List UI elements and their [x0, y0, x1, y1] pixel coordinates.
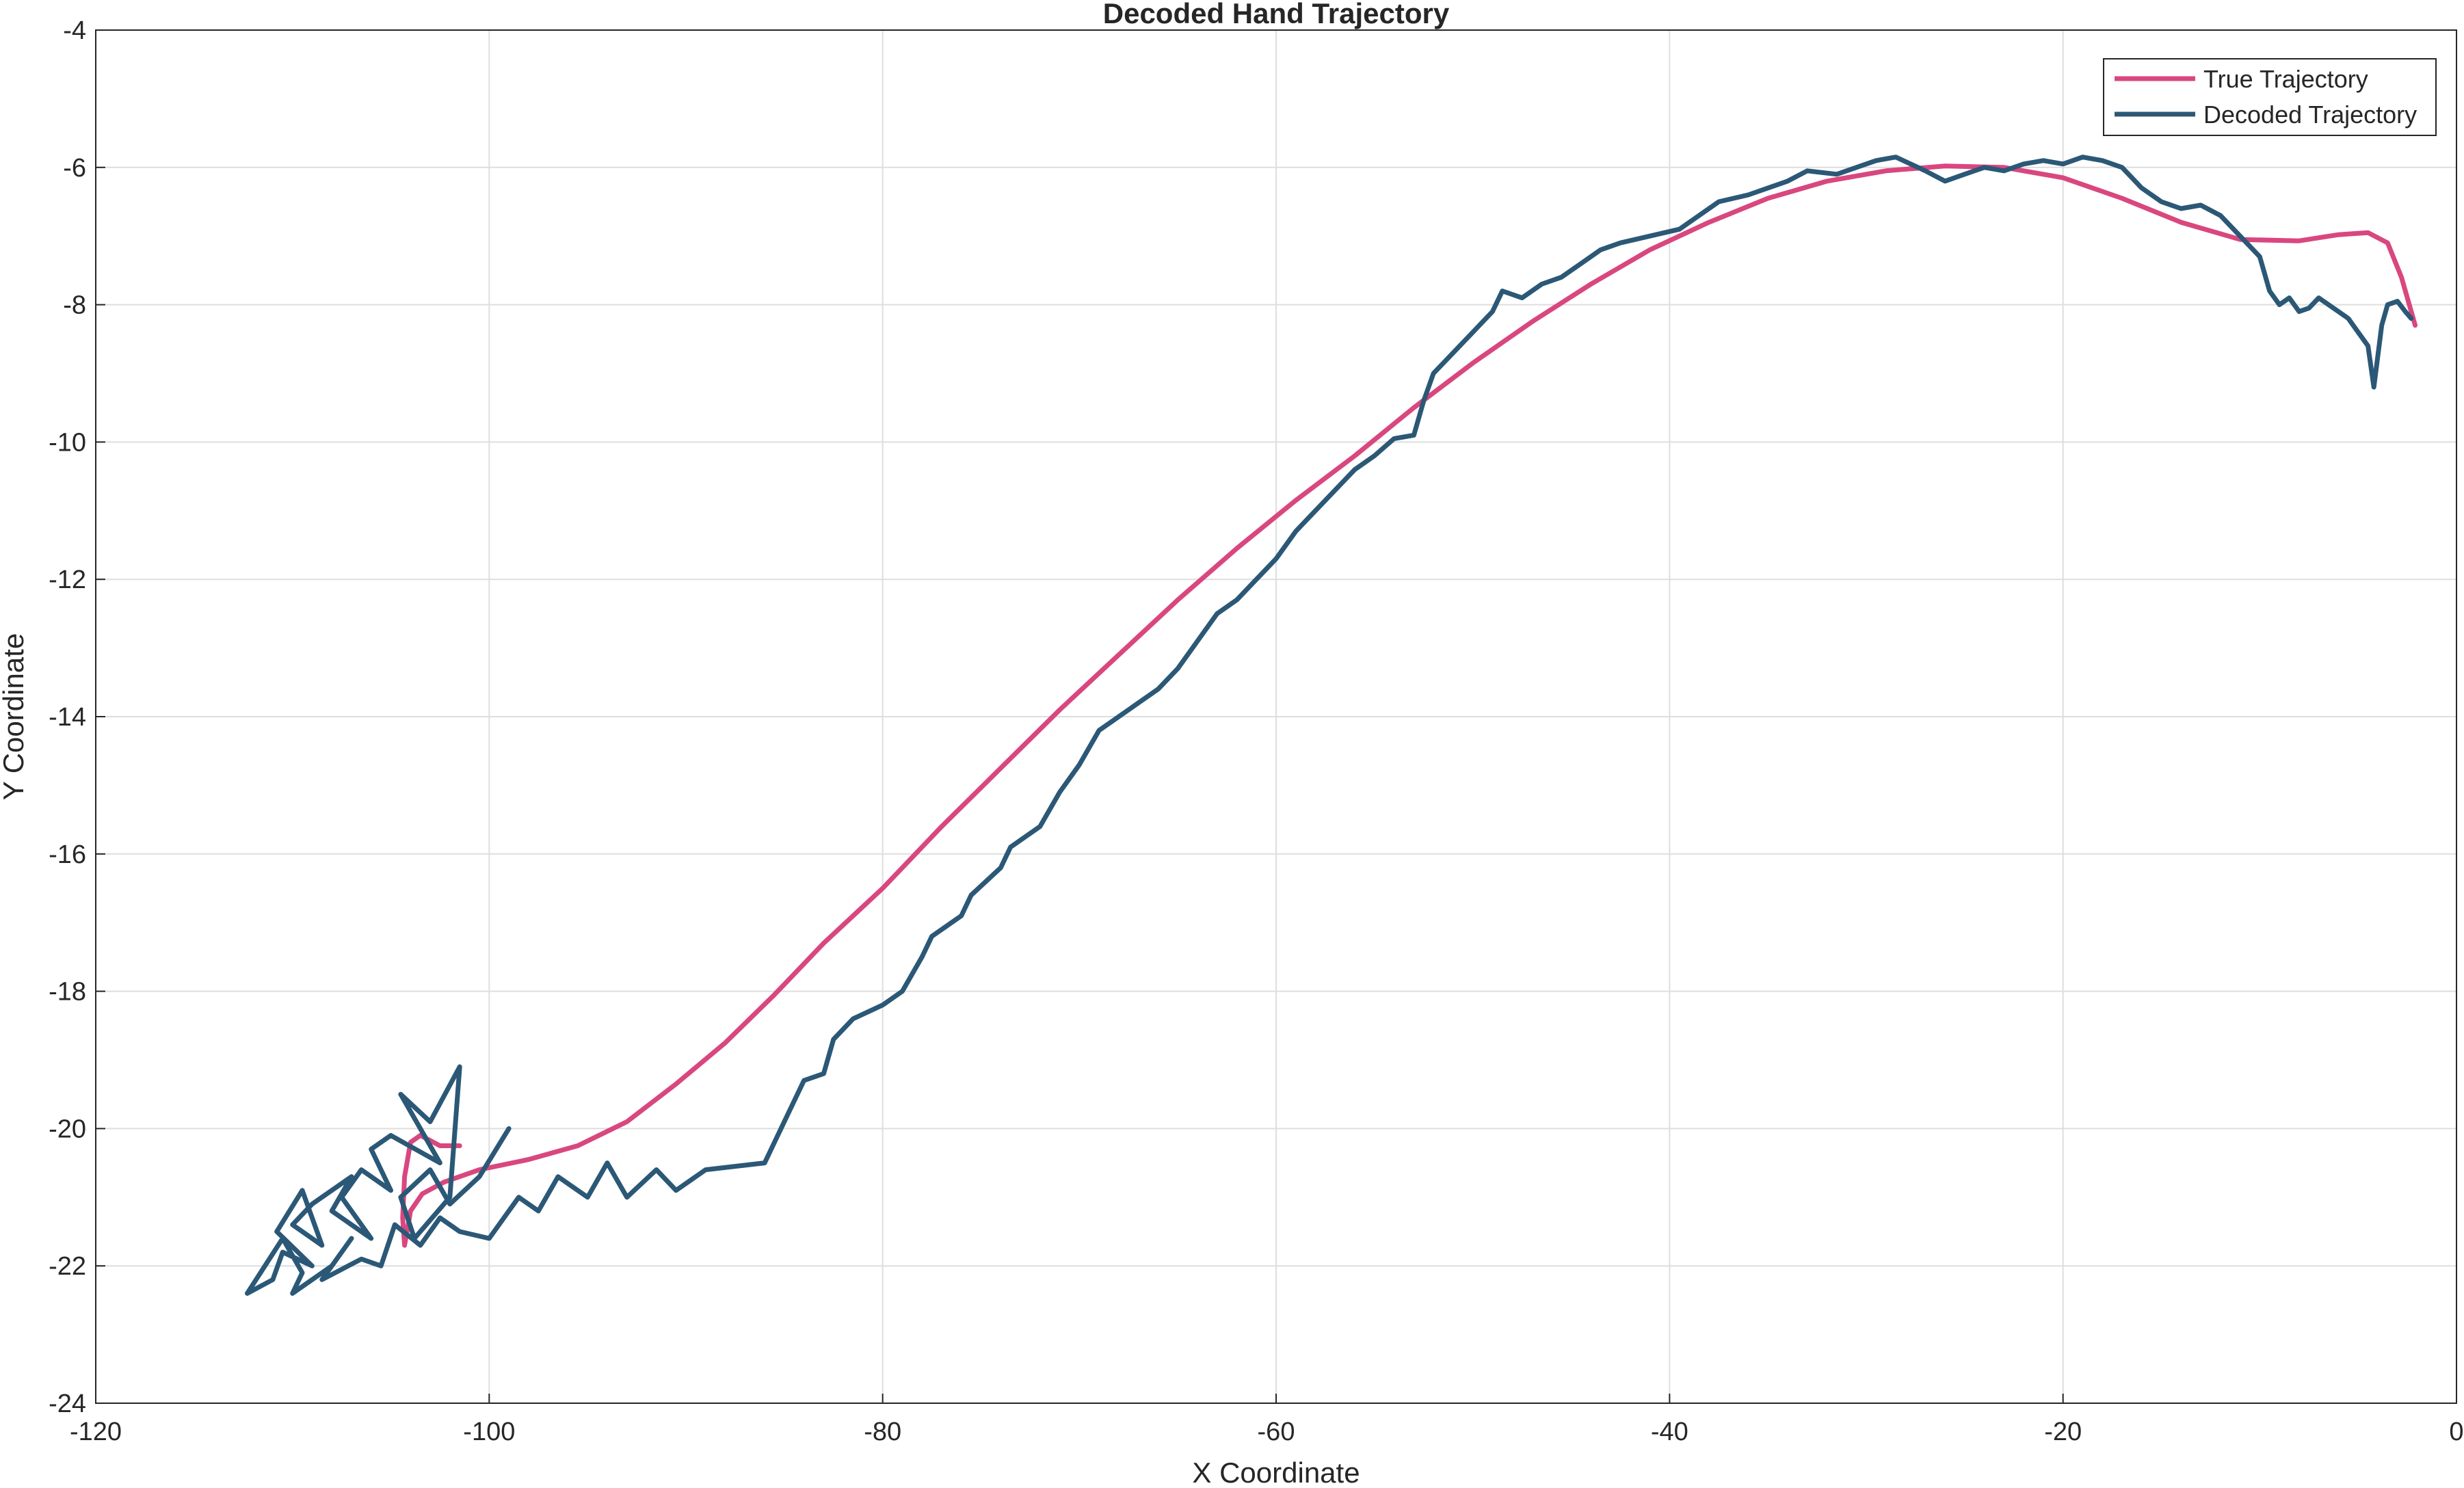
x-tick-label: -100: [463, 1418, 515, 1446]
x-tick-label: -80: [864, 1418, 901, 1446]
y-tick-label: -6: [63, 154, 86, 183]
legend: True Trajectory Decoded Trajectory: [2103, 58, 2437, 136]
x-tick-label: -60: [1258, 1418, 1295, 1446]
y-tick-label: -8: [63, 291, 86, 320]
series-layer: [245, 155, 2418, 1296]
legend-label-true-trajectory: True Trajectory: [2203, 65, 2368, 93]
chart-title: Decoded Hand Trajectory: [1103, 0, 1450, 29]
y-tick-label: -20: [49, 1115, 86, 1143]
y-axis-label: Y Coordinate: [0, 633, 29, 800]
tick-layer: -120 -100 -80 -60 -40 -20 0 -24 -22 -20 -18 -16 -14 -…: [49, 16, 2463, 1446]
grid-layer: [96, 30, 2456, 1403]
series-line-decoded-trajectory: [245, 155, 2414, 1296]
y-tick-label: -18: [49, 978, 86, 1007]
y-tick-label: -14: [49, 703, 86, 732]
y-tick-label: -4: [63, 16, 86, 45]
legend-box: [2103, 58, 2437, 136]
x-tick-label: 0: [2449, 1418, 2463, 1446]
y-tick-label: -22: [49, 1252, 86, 1281]
series-line-true-trajectory: [400, 163, 2418, 1248]
x-tick-label: -20: [2044, 1418, 2082, 1446]
x-axis-label: X Coordinate: [1192, 1457, 1360, 1485]
x-tick-label: -120: [70, 1418, 122, 1446]
y-tick-label: -24: [49, 1390, 86, 1418]
y-tick-label: -10: [49, 428, 86, 457]
legend-label-decoded-trajectory: Decoded Trajectory: [2203, 101, 2417, 129]
y-tick-label: -12: [49, 566, 86, 594]
x-tick-label: -40: [1651, 1418, 1688, 1446]
y-tick-label: -16: [49, 840, 86, 869]
